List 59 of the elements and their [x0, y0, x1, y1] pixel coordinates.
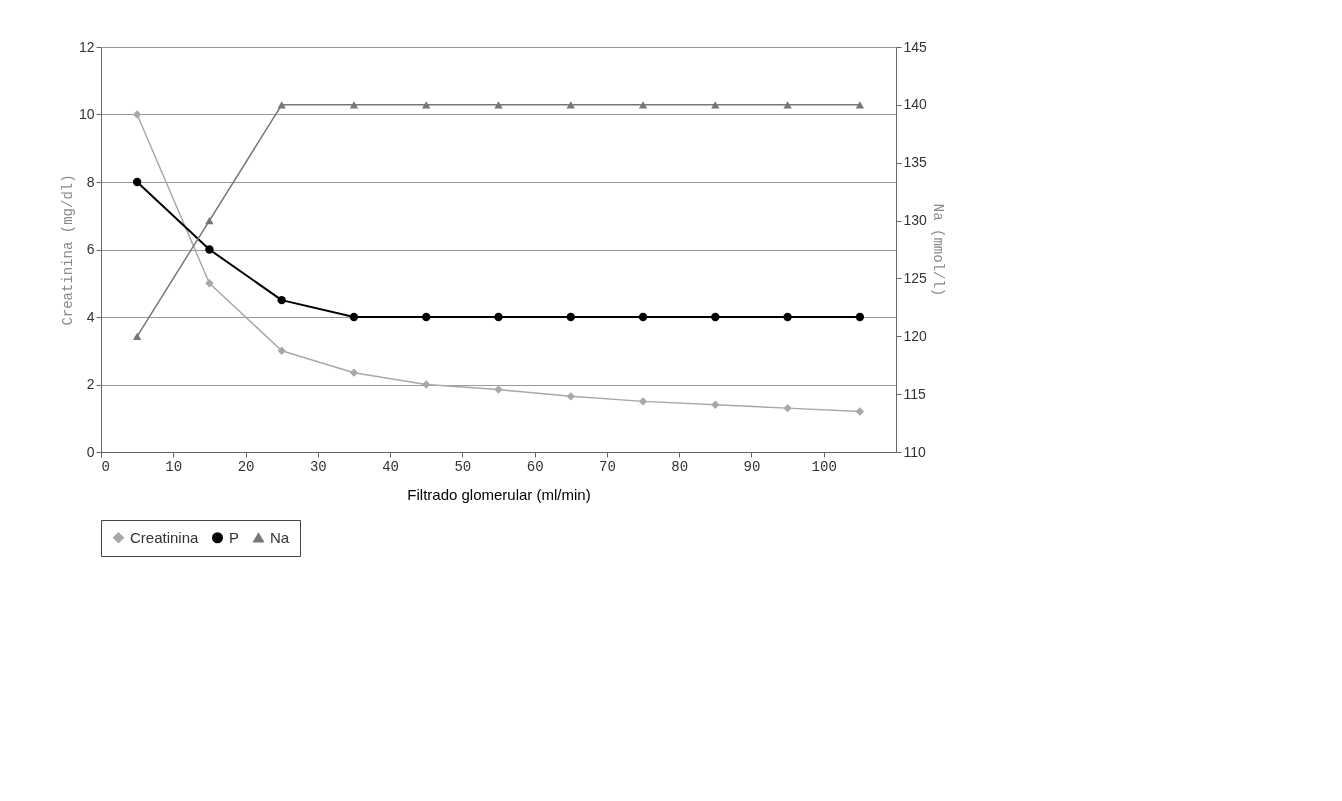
point	[205, 245, 214, 254]
point	[855, 407, 865, 416]
point	[349, 312, 359, 322]
x-axis-title: Filtrado glomerular (ml/min)	[407, 485, 591, 503]
x-tick-label: 30	[309, 458, 327, 475]
y2-tick-label: 110	[903, 443, 927, 460]
point	[422, 101, 431, 109]
y2-tick-label: 135	[903, 154, 928, 171]
point	[422, 380, 431, 389]
y2-axis-title: Na (mmol/l)	[929, 203, 946, 297]
point	[711, 400, 720, 409]
y2-tick-label: 140	[903, 96, 928, 113]
point	[783, 403, 792, 413]
y-tick-label: 2	[86, 376, 95, 392]
point	[783, 312, 792, 322]
y2-tick-label: 120	[903, 327, 928, 344]
point	[277, 295, 286, 305]
x-tick-label: 20	[237, 458, 255, 475]
point	[277, 346, 286, 355]
y-tick-label: 4	[86, 308, 95, 325]
x-tick-label: 40	[382, 458, 399, 475]
y-axis-title: Creatinina (mg/dl)	[59, 174, 76, 326]
x-tick-label: 70	[599, 458, 616, 475]
point	[494, 312, 503, 322]
point	[855, 312, 865, 322]
y2-tick-label: 115	[903, 385, 927, 402]
point	[566, 312, 575, 322]
x-tick-label: 80	[671, 458, 689, 475]
point	[349, 101, 359, 109]
y-tick-label: 6	[86, 241, 95, 257]
legend-label: P	[229, 528, 240, 546]
x-tick-label: 50	[454, 458, 472, 475]
y-tick-label: 8	[86, 173, 95, 190]
x-tick-label: 90	[743, 458, 761, 475]
point	[494, 385, 503, 394]
point	[349, 368, 359, 377]
y-tick-label: 0	[86, 443, 95, 460]
point	[205, 216, 214, 225]
point	[205, 279, 214, 288]
point	[132, 177, 142, 187]
point	[638, 397, 648, 406]
y2-tick-label: 125	[903, 269, 928, 286]
x-tick-label: 0	[101, 458, 110, 475]
x-tick-label: 10	[165, 458, 183, 475]
y2-tick-label: 145	[903, 38, 928, 55]
legend-label: Creatinina	[130, 528, 200, 546]
legend-label: Na	[270, 528, 290, 546]
x-tick-label: 60	[526, 458, 544, 475]
point	[711, 312, 720, 322]
point	[638, 312, 648, 322]
point	[494, 101, 503, 109]
point	[132, 332, 142, 340]
y-tick-label: 10	[78, 106, 95, 122]
y2-tick-label: 130	[903, 212, 928, 229]
point	[566, 392, 575, 401]
y-tick-label: 12	[78, 38, 95, 55]
x-tick-label: 100	[811, 458, 837, 475]
point	[422, 312, 431, 322]
point	[132, 110, 142, 119]
